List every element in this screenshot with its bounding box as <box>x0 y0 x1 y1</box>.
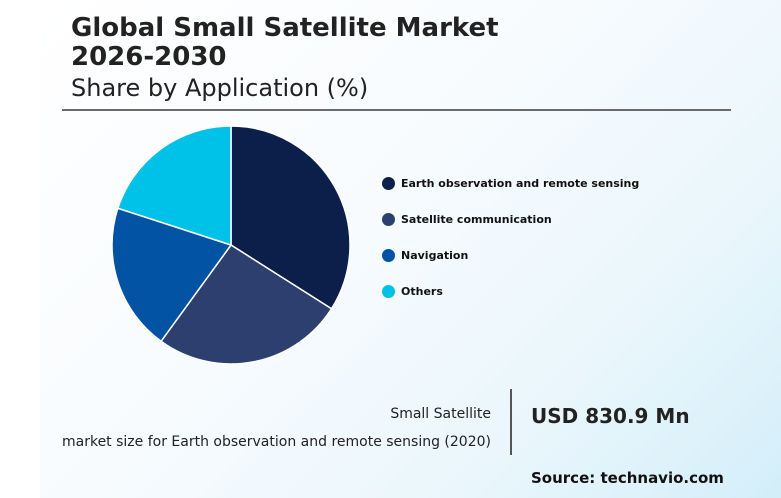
stat-value: USD 830.9 Mn <box>531 404 690 428</box>
legend-label: Earth observation and remote sensing <box>401 176 640 190</box>
legend-label: Satellite communication <box>401 212 552 226</box>
pie-chart <box>111 125 351 365</box>
title-line-1: Global Small Satellite Market <box>71 13 499 43</box>
legend-label: Navigation <box>401 248 469 262</box>
pie-slice-others <box>116 125 232 247</box>
legend-swatch <box>382 284 395 298</box>
legend-swatch <box>382 176 395 190</box>
stat-divider <box>510 389 512 455</box>
chart-legend: Earth observation and remote sensing Sate… <box>382 172 639 316</box>
pie-slice-satellite-communication <box>160 243 333 365</box>
chart-title: Global Small Satellite Market 2026-2030 <box>71 14 671 72</box>
legend-item: Others <box>382 280 639 302</box>
stat-label: Small Satellite market size for Earth ob… <box>62 400 491 456</box>
legend-item: Earth observation and remote sensing <box>382 172 639 194</box>
stat-label-line-1: Small Satellite <box>390 406 491 422</box>
legend-label: Others <box>401 284 443 298</box>
legend-item: Navigation <box>382 244 639 266</box>
chart-subtitle: Share by Application (%) <box>71 74 369 102</box>
legend-swatch <box>382 248 395 262</box>
legend-swatch <box>382 212 395 226</box>
stat-label-line-2: market size for Earth observation and re… <box>61 434 491 450</box>
title-line-2: 2026-2030 <box>71 42 227 72</box>
source-credit: Source: technavio.com <box>531 469 724 487</box>
title-divider <box>62 109 731 111</box>
pie-slice-navigation <box>111 207 233 343</box>
legend-item: Satellite communication <box>382 208 639 230</box>
